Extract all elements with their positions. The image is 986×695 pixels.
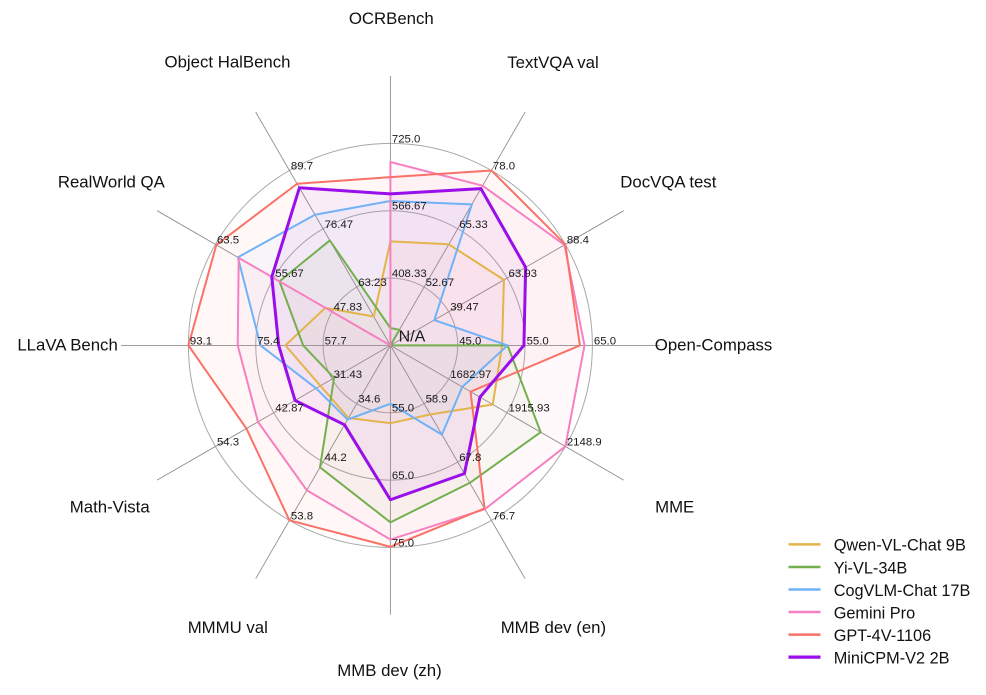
svg-text:1682.97: 1682.97 [450,369,491,381]
svg-text:LLaVA Bench: LLaVA Bench [17,336,117,355]
svg-text:OCRBench: OCRBench [349,9,434,28]
svg-text:DocVQA test: DocVQA test [620,172,716,191]
svg-text:55.0: 55.0 [392,403,414,415]
svg-text:45.0: 45.0 [459,335,481,347]
svg-text:Gemini Pro: Gemini Pro [834,604,915,622]
svg-text:89.7: 89.7 [291,160,313,172]
svg-text:CogVLM-Chat 17B: CogVLM-Chat 17B [834,582,971,600]
svg-text:78.0: 78.0 [493,160,515,172]
svg-text:GPT-4V-1106: GPT-4V-1106 [834,627,931,645]
svg-text:63.5: 63.5 [217,234,239,246]
svg-text:N/A: N/A [399,329,426,346]
svg-text:2148.9: 2148.9 [567,436,602,448]
svg-text:47.83: 47.83 [334,302,363,314]
svg-text:53.8: 53.8 [291,510,313,522]
svg-text:76.47: 76.47 [325,219,354,231]
svg-text:39.47: 39.47 [450,302,479,314]
svg-text:Yi-VL-34B: Yi-VL-34B [834,559,908,577]
svg-text:Math-Vista: Math-Vista [70,498,151,517]
svg-text:31.43: 31.43 [334,369,363,381]
svg-text:75.4: 75.4 [257,335,279,347]
svg-text:58.9: 58.9 [426,394,448,406]
svg-text:54.3: 54.3 [217,436,239,448]
svg-text:MiniCPM-V2 2B: MiniCPM-V2 2B [834,649,950,667]
svg-text:55.67: 55.67 [275,268,304,280]
svg-text:MMB dev (en): MMB dev (en) [501,618,606,637]
svg-text:Open-Compass: Open-Compass [655,335,773,354]
svg-text:34.6: 34.6 [358,394,380,406]
svg-text:75.0: 75.0 [392,537,414,549]
svg-text:65.0: 65.0 [392,470,414,482]
svg-text:44.2: 44.2 [325,452,347,464]
svg-text:93.1: 93.1 [190,335,212,347]
svg-text:MME: MME [655,497,694,516]
svg-text:Qwen-VL-Chat 9B: Qwen-VL-Chat 9B [834,537,966,555]
svg-text:566.67: 566.67 [392,201,427,213]
svg-text:408.33: 408.33 [392,268,427,280]
svg-text:76.7: 76.7 [493,510,515,522]
svg-text:725.0: 725.0 [392,133,421,145]
svg-text:88.4: 88.4 [567,234,589,246]
svg-text:RealWorld QA: RealWorld QA [58,172,166,191]
svg-text:65.0: 65.0 [594,335,616,347]
svg-text:MMMU val: MMMU val [188,618,268,637]
svg-text:63.93: 63.93 [509,268,538,280]
svg-text:TextVQA val: TextVQA val [507,53,598,72]
svg-text:63.23: 63.23 [358,277,387,289]
svg-text:Object HalBench: Object HalBench [165,53,291,72]
svg-text:67.8: 67.8 [459,452,481,464]
svg-text:65.33: 65.33 [459,219,488,231]
svg-text:52.67: 52.67 [426,277,455,289]
svg-text:MMB dev (zh): MMB dev (zh) [337,661,441,680]
svg-text:42.87: 42.87 [275,403,304,415]
svg-text:57.7: 57.7 [325,335,347,347]
svg-text:55.0: 55.0 [527,335,549,347]
svg-text:1915.93: 1915.93 [509,403,550,415]
